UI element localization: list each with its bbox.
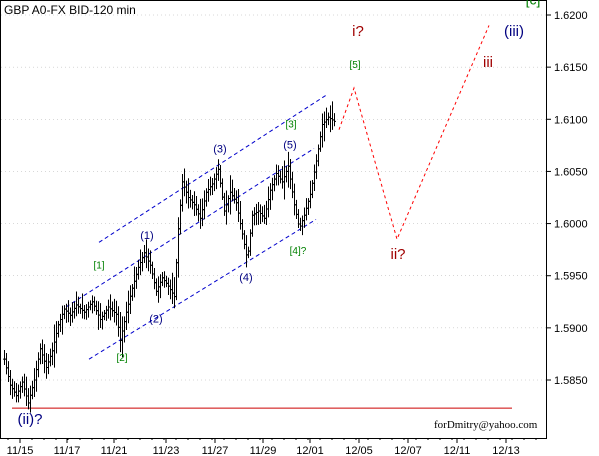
wave-label: (1) xyxy=(140,230,153,242)
channel-layer xyxy=(65,94,327,360)
grid-layer xyxy=(1,14,546,381)
wave-label: [4]? xyxy=(290,246,307,257)
upper-channel-line xyxy=(98,94,327,243)
x-tick-label: 12/13 xyxy=(492,445,520,456)
wave-label: (2) xyxy=(149,314,162,326)
ohlc-bars xyxy=(3,101,336,413)
x-tick-label: 11/23 xyxy=(153,445,180,456)
wave-label: i? xyxy=(352,23,364,40)
x-axis: 11/15 11/17 11/21 11/23 11/27 11/29 12/01 12/05… xyxy=(7,438,537,456)
middle-channel-line xyxy=(65,148,315,308)
x-tick-label: 11/15 xyxy=(7,445,34,456)
wave-labels: (ii)? [1] (1) [2] (2) (3) (4) [3] (5) [4]? [5] i? ii… xyxy=(18,0,541,428)
wave-label: [5] xyxy=(349,60,360,71)
x-tick-label: 11/17 xyxy=(54,445,81,456)
chart-title: GBP A0-FX BID-120 min xyxy=(4,3,136,17)
y-tick-label: 1.5900 xyxy=(554,323,588,335)
x-tick-label: 12/11 xyxy=(444,445,471,456)
forecast-layer xyxy=(338,25,490,241)
wave-label: iii xyxy=(483,54,493,71)
y-axis: 1.5850 1.5900 1.5950 1.6000 1.6050 1.6100 1.61… xyxy=(546,10,588,387)
wave-label: (3) xyxy=(213,144,226,156)
wave-label: [2] xyxy=(116,353,127,364)
x-tick-label: 12/05 xyxy=(345,445,373,456)
wave-label: (ii)? xyxy=(18,411,43,428)
wave-label: (iii) xyxy=(504,23,524,40)
x-tick-label: 11/29 xyxy=(250,445,277,456)
x-tick-label: 12/01 xyxy=(296,445,324,456)
wave-label: (5) xyxy=(283,139,296,151)
forecast-path xyxy=(338,25,490,241)
wave-label: (4) xyxy=(239,272,252,284)
y-tick-label: 1.6200 xyxy=(554,10,588,22)
x-tick-label: 12/07 xyxy=(394,445,422,456)
x-tick-label: 11/21 xyxy=(101,445,128,456)
lower-channel-line xyxy=(88,218,317,360)
y-tick-label: 1.6000 xyxy=(554,219,588,231)
y-tick-label: 1.6100 xyxy=(554,114,588,126)
credit-text: forDmitry@yahoo.com xyxy=(434,419,538,431)
wave-label: [1] xyxy=(93,260,104,271)
y-tick-label: 1.5850 xyxy=(554,375,588,387)
y-tick-label: 1.5950 xyxy=(554,271,588,283)
wave-label: ii? xyxy=(390,246,405,263)
wave-label: [c] xyxy=(526,0,541,8)
wave-label: [3] xyxy=(285,120,296,131)
y-tick-label: 1.6150 xyxy=(554,62,588,74)
y-tick-label: 1.6050 xyxy=(554,166,588,178)
plot-area-border xyxy=(0,0,547,439)
x-tick-label: 11/27 xyxy=(202,445,229,456)
